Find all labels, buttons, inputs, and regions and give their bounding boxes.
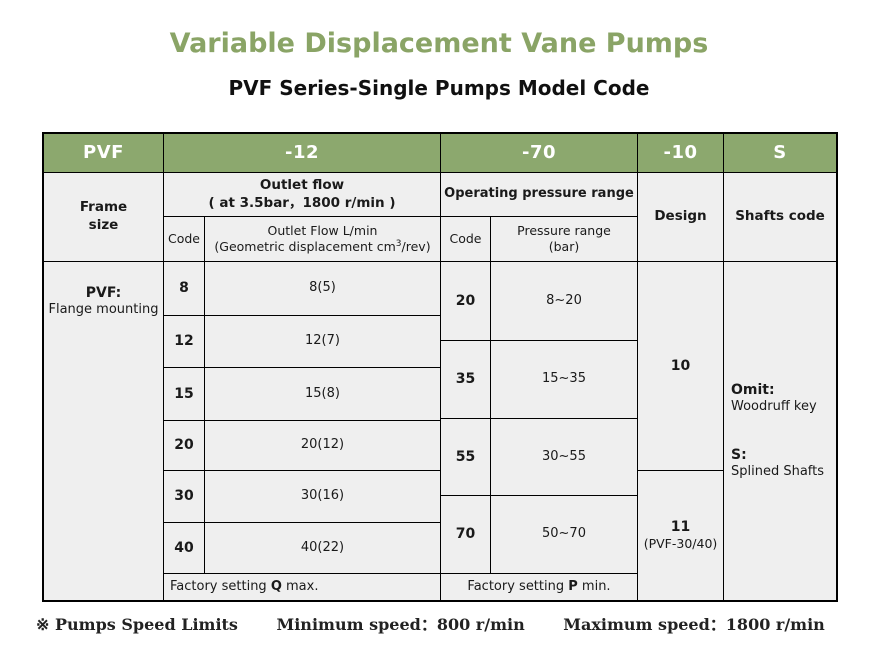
pressure-range-header: Operating pressure range <box>440 172 638 217</box>
pressure-row-range: 15~35 <box>490 340 638 419</box>
flow-row-code: 15 <box>163 367 205 421</box>
maximum-speed: Maximum speed：1800 r/min <box>563 615 825 634</box>
shaft-option-splined: S: Splined Shafts <box>731 447 825 480</box>
pressure-row-range: 30~55 <box>490 418 638 496</box>
model-code-table: PVF -12 -70 -10 S Frame size Outlet flow… <box>42 132 838 602</box>
flow-row-code: 30 <box>163 470 205 523</box>
pressure-row-code: 35 <box>440 340 491 419</box>
page-title: Variable Displacement Vane Pumps <box>169 28 709 59</box>
flow-row-code: 8 <box>163 261 205 316</box>
pressure-value-col-header: Pressure range (bar) <box>490 216 638 262</box>
pressure-row-code: 20 <box>440 261 491 341</box>
flow-row-value: 30(16) <box>204 470 441 523</box>
pressure-row-range: 50~70 <box>490 495 638 574</box>
flow-row-value: 12(7) <box>204 315 441 368</box>
flow-row-value: 40(22) <box>204 522 441 574</box>
speed-limits-label: ※ Pumps Speed Limits <box>36 615 238 634</box>
pressure-row-range: 8~20 <box>490 261 638 341</box>
frame-size-header: Frame size <box>43 172 164 262</box>
flow-row-value: 15(8) <box>204 367 441 421</box>
flow-value-col-header: Outlet Flow L/min (Geometric displacemen… <box>204 216 441 262</box>
design-option-10: 10 <box>637 261 724 471</box>
model-code-prefix: PVF <box>43 133 164 173</box>
pressure-code-col-header: Code <box>440 216 491 262</box>
shafts-code-header: Shafts code <box>723 172 837 262</box>
speed-limits-note: ※ Pumps Speed Limits Minimum speed：800 r… <box>36 611 856 635</box>
pressure-row-code: 70 <box>440 495 491 574</box>
shaft-option-omit: Omit: Woodruff key <box>731 381 817 415</box>
outlet-flow-header: Outlet flow ( at 3.5bar，1800 r/min ) <box>163 172 441 217</box>
pressure-factory-setting: Factory setting P min. <box>440 573 638 601</box>
flow-row-code: 40 <box>163 522 205 574</box>
flow-factory-setting: Factory setting Q max. <box>163 573 441 601</box>
design-option-11: 11 (PVF-30/40) <box>637 470 724 601</box>
shafts-code-body: Omit: Woodruff key S: Splined Shafts <box>723 261 837 601</box>
model-code-flow: -12 <box>163 133 441 173</box>
model-code-design: -10 <box>637 133 724 173</box>
model-code-shaft: S <box>723 133 837 173</box>
model-code-pressure: -70 <box>440 133 638 173</box>
minimum-speed: Minimum speed：800 r/min <box>276 615 525 634</box>
flow-row-code: 20 <box>163 420 205 471</box>
flow-code-col-header: Code <box>163 216 205 262</box>
design-header: Design <box>637 172 724 262</box>
pressure-row-code: 55 <box>440 418 491 496</box>
flow-row-value: 20(12) <box>204 420 441 471</box>
flow-row-value: 8(5) <box>204 261 441 316</box>
page-subtitle: PVF Series-Single Pumps Model Code <box>228 76 650 100</box>
flow-row-code: 12 <box>163 315 205 368</box>
frame-size-body: PVF: Flange mounting <box>43 261 164 601</box>
